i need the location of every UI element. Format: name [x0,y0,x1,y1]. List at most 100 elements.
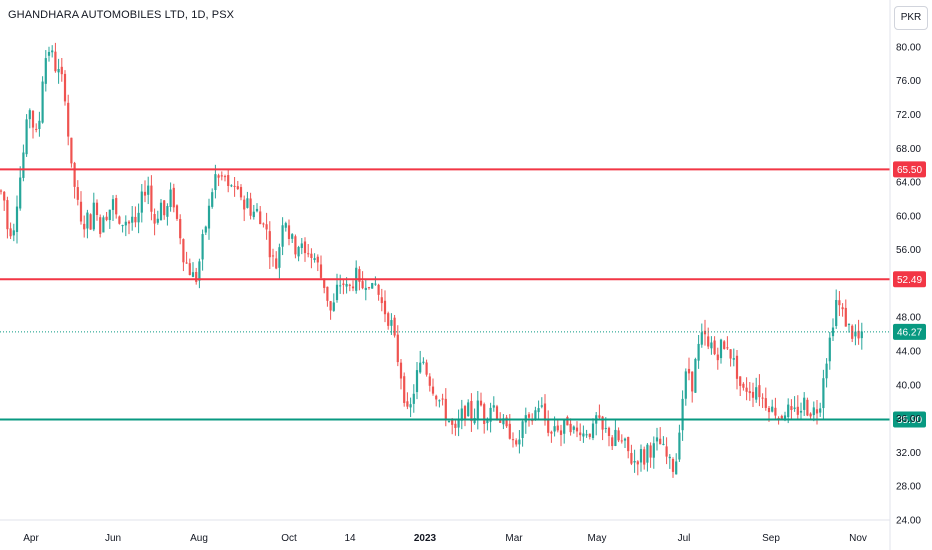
candle [175,204,179,221]
candle [547,410,550,437]
candle [479,392,483,407]
candle [460,399,463,430]
candle [454,419,457,436]
candle [342,278,345,295]
candle [790,399,793,420]
candle [230,184,233,188]
candle [697,335,700,369]
candle [227,168,230,193]
candle [684,368,687,406]
candle [591,418,595,441]
candle [383,290,387,323]
candle [681,390,684,441]
candle [703,319,707,346]
candle [140,184,143,223]
candle [441,393,444,406]
x-tick-label: Apr [23,533,39,544]
candle [121,224,124,233]
candle [377,283,380,301]
candle [617,427,620,443]
candle [438,399,441,408]
candles [0,42,863,478]
candle [115,194,118,219]
candle [665,437,668,465]
candle [31,109,35,139]
candle [131,206,134,231]
candle [163,199,166,220]
candle [521,420,524,447]
candle [297,245,300,262]
candle [598,404,601,420]
candle [147,176,150,205]
candle [291,233,294,244]
candle [153,208,156,236]
candle [419,350,422,374]
candle [627,436,630,459]
x-tick-label: 2023 [414,533,437,544]
candle [217,173,220,187]
candle [585,429,588,438]
candle [639,444,643,472]
candle [156,210,159,225]
candle [751,382,755,407]
currency-button[interactable]: PKR [894,6,928,30]
candle [575,421,579,438]
price-axis[interactable]: 24.00 28.00 32.00 36.00 40.00 44.00 48.00 56.00… [889,0,921,550]
candle [86,209,89,239]
candle [319,255,323,279]
x-tick-label: Jul [678,533,691,544]
candle [150,175,153,221]
candle [278,243,281,280]
candle [262,222,265,228]
candle [511,432,515,448]
candle [406,392,409,410]
candle [831,318,835,342]
candle [185,251,188,264]
candle [99,214,102,238]
candle [425,359,428,377]
y-tick-label: 36.00 [896,414,921,425]
candle [819,402,822,417]
candle [201,229,204,271]
candle [211,188,214,209]
candle [364,279,367,301]
candle [118,215,121,225]
candle [582,425,585,443]
candle [793,396,796,412]
candle [822,369,825,419]
candle [761,393,764,408]
y-tick-label: 64.00 [896,178,921,189]
candle [102,215,105,233]
candle [310,248,313,269]
candle [387,311,390,330]
y-tick-label: 40.00 [896,380,921,391]
candle [281,217,284,256]
candle [169,182,172,212]
candle [0,189,3,195]
candle [300,238,303,255]
candle [742,382,745,391]
time-axis[interactable]: Apr Jun Aug Oct 14 2023 Mar May Jul Sep Nov [0,519,890,544]
candle [713,336,716,356]
candle [83,215,86,238]
candle [614,418,617,447]
candle [239,184,243,201]
x-tick-label: 14 [344,533,356,544]
candle [246,191,249,209]
candle [812,401,815,422]
candle [607,426,611,447]
candle [70,137,73,168]
candle [25,114,28,157]
candle [687,357,691,381]
candle [63,70,67,106]
candle [860,322,863,350]
candle [476,390,479,430]
candle [124,215,127,237]
level-label: 52.49 [897,275,922,286]
candle [726,336,729,350]
level-label-bg [893,411,926,428]
candle [838,291,841,317]
candle [51,45,54,58]
candle [543,394,547,426]
